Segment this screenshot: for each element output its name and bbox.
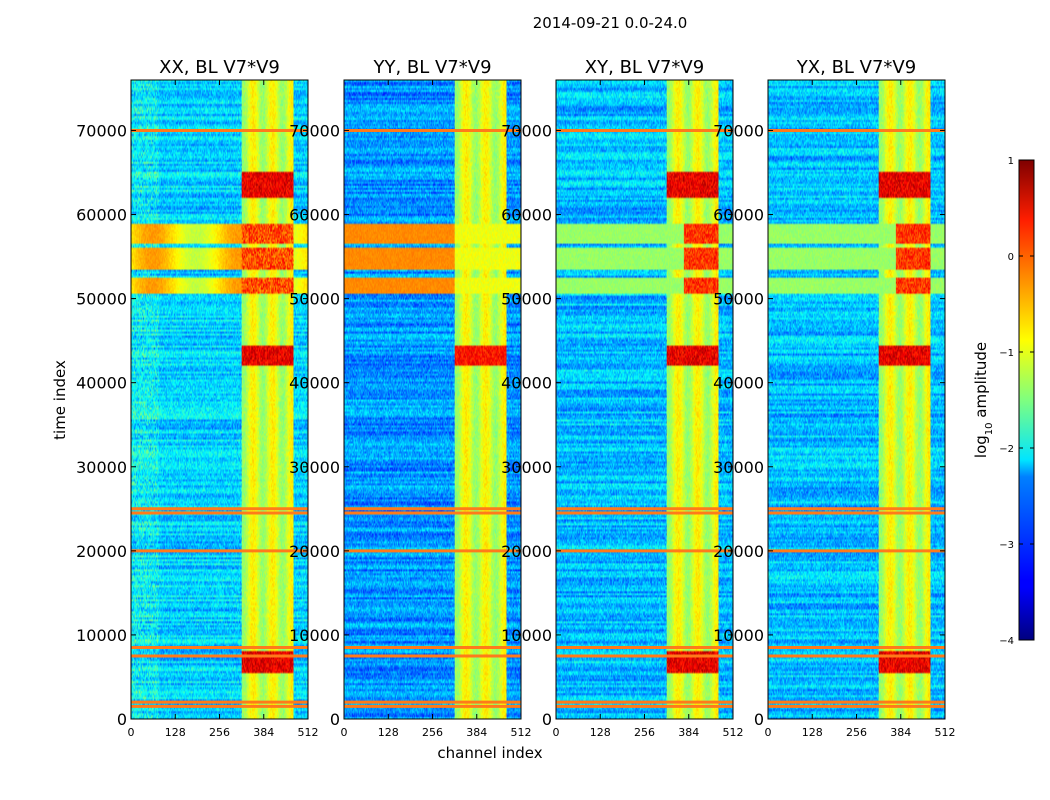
- y-tick-label: 20000: [289, 542, 340, 561]
- panel-title: XX, BL V7*V9: [159, 57, 280, 78]
- y-tick-label: 40000: [289, 374, 340, 393]
- x-tick-label: 384: [253, 726, 274, 739]
- colorbar-tick-label: 1: [1008, 156, 1014, 167]
- y-tick-label: 60000: [289, 206, 340, 225]
- y-tick-label: 50000: [76, 290, 127, 309]
- y-tick-label: 60000: [76, 206, 127, 225]
- panels-group: XX, BL V7*V9 0 128 256 384 512 0 10000 20000 3000…: [76, 57, 955, 739]
- y-tick-label: 30000: [501, 458, 552, 477]
- y-tick-label: 10000: [76, 626, 127, 645]
- x-tick-label: 128: [590, 726, 611, 739]
- y-tick-label: 20000: [76, 542, 127, 561]
- x-tick-label: 384: [678, 726, 699, 739]
- y-tick-label: 70000: [713, 121, 764, 140]
- y-tick-label: 70000: [289, 121, 340, 140]
- y-tick-label: 50000: [501, 290, 552, 309]
- panel-title: XY, BL V7*V9: [585, 57, 704, 78]
- y-tick-label: 20000: [713, 542, 764, 561]
- x-tick-label: 0: [128, 726, 135, 739]
- x-tick-label: 0: [765, 726, 772, 739]
- y-tick-label: 0: [117, 710, 127, 729]
- heatmap-image-xy: [556, 80, 733, 719]
- figure-suptitle: 2014-09-21 0.0-24.0: [533, 14, 688, 32]
- y-axis-label: time index: [51, 360, 69, 440]
- y-tick-label: 40000: [76, 374, 127, 393]
- panel-title: YX, BL V7*V9: [796, 57, 916, 78]
- panel-yx: YX, BL V7*V9 0 128 256 384 512 0 10000 20000 3000…: [713, 57, 955, 739]
- y-tick-label: 0: [542, 710, 552, 729]
- y-tick-label: 30000: [713, 458, 764, 477]
- y-tick-label: 70000: [501, 121, 552, 140]
- x-tick-label: 512: [298, 726, 319, 739]
- y-tick-label: 40000: [501, 374, 552, 393]
- panel-xx: XX, BL V7*V9 0 128 256 384 512 0 10000 20000 3000…: [76, 57, 318, 739]
- y-tick-label: 30000: [289, 458, 340, 477]
- y-tick-label: 40000: [713, 374, 764, 393]
- y-tick-label: 50000: [713, 290, 764, 309]
- x-tick-label: 256: [634, 726, 655, 739]
- x-tick-label: 0: [341, 726, 348, 739]
- colorbar-gradient: [1018, 159, 1035, 641]
- colorbar-tick-label: 0: [1008, 252, 1014, 263]
- x-tick-label: 512: [511, 726, 532, 739]
- x-tick-label: 512: [935, 726, 956, 739]
- colorbar-label: log10 amplitude: [972, 342, 995, 458]
- heatmap-image-xx: [131, 80, 308, 719]
- x-tick-label: 128: [378, 726, 399, 739]
- y-tick-label: 60000: [501, 206, 552, 225]
- panel-title: YY, BL V7*V9: [372, 57, 491, 78]
- y-tick-label: 20000: [501, 542, 552, 561]
- colorbar-tick-label: −1: [999, 348, 1014, 359]
- colorbar-tick-label: −3: [999, 540, 1014, 551]
- y-tick-label: 10000: [501, 626, 552, 645]
- heatmap-image-yy: [344, 80, 521, 719]
- y-tick-label: 50000: [289, 290, 340, 309]
- x-tick-label: 384: [890, 726, 911, 739]
- y-tick-label: 0: [754, 710, 764, 729]
- x-tick-label: 128: [802, 726, 823, 739]
- y-tick-label: 10000: [713, 626, 764, 645]
- x-tick-label: 512: [723, 726, 744, 739]
- y-tick-label: 10000: [289, 626, 340, 645]
- x-tick-label: 256: [846, 726, 867, 739]
- x-tick-label: 256: [422, 726, 443, 739]
- colorbar-tick-label: −2: [999, 444, 1014, 455]
- y-tick-label: 70000: [76, 121, 127, 140]
- y-tick-label: 0: [330, 710, 340, 729]
- panel-xy: XY, BL V7*V9 0 128 256 384 512 0 10000 20000 3000…: [501, 57, 743, 739]
- y-tick-label: 30000: [76, 458, 127, 477]
- panel-yy: YY, BL V7*V9 0 128 256 384 512 0 10000 20000 3000…: [289, 57, 531, 739]
- heatmap-image-yx: [768, 80, 945, 719]
- x-tick-label: 384: [466, 726, 487, 739]
- colorbar-tick-label: −4: [999, 636, 1014, 647]
- x-tick-label: 0: [553, 726, 560, 739]
- x-tick-label: 256: [209, 726, 230, 739]
- y-tick-label: 60000: [713, 206, 764, 225]
- colorbar-ticks: 1 0 −1 −2 −3 −4: [999, 156, 1034, 647]
- x-tick-label: 128: [165, 726, 186, 739]
- colorbar: 1 0 −1 −2 −3 −4 log10 amplitude: [972, 156, 1035, 647]
- x-axis-label: channel index: [437, 744, 542, 762]
